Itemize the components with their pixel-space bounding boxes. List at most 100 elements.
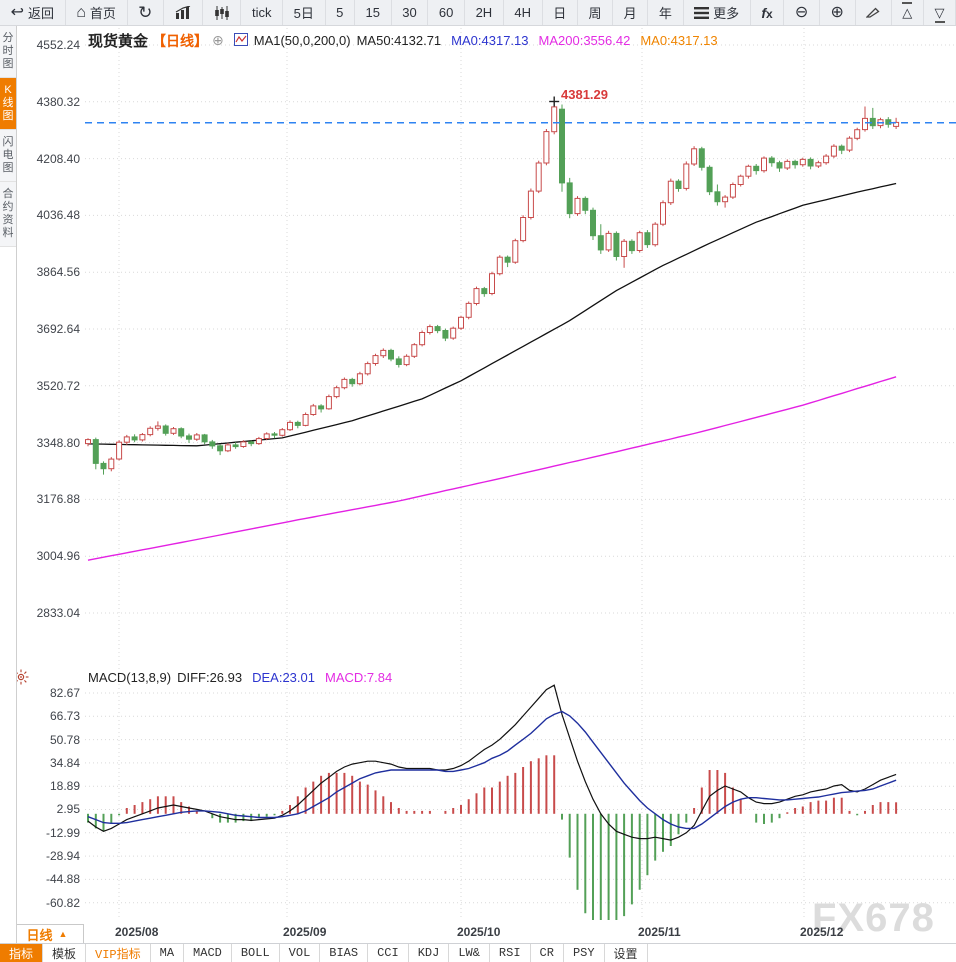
macd-settings-label: MACD(13,8,9) xyxy=(88,670,172,685)
refresh-button[interactable]: ↻ xyxy=(128,0,164,25)
period-selector-label: 日线 xyxy=(26,927,53,943)
macd-axis-tick: -12.99 xyxy=(45,826,80,840)
interval-tick-button[interactable]: tick xyxy=(241,0,284,25)
area-chart-button[interactable] xyxy=(164,0,204,25)
top-toolbar: ↩ 返回 ⌂ 首页 ↻ tick 5日 5 15 30 60 2H 4H 日周月年更多 fx ⊖ ⊕ △ ▽ xyxy=(0,0,956,26)
back-button[interactable]: ↩ 返回 xyxy=(0,0,66,25)
tab-lw[interactable]: LW& xyxy=(449,944,490,962)
fx-icon: fx xyxy=(761,4,773,21)
interval-5d-button[interactable]: 5日 xyxy=(283,0,326,25)
interval-60m-button[interactable]: 60 xyxy=(428,0,465,25)
price-axis-tick: 4380.32 xyxy=(36,95,80,109)
panel-down-button[interactable]: ▽ xyxy=(924,0,956,25)
tab-psy[interactable]: PSY xyxy=(564,944,605,962)
price-axis-tick: 3004.96 xyxy=(36,549,80,563)
ma200-value-label: MA200:3556.42 xyxy=(538,33,631,48)
x-axis-tick: 2025/12 xyxy=(800,925,844,939)
macd-panel-legend: MACD(13,8,9) DIFF:26.93 DEA:23.01 MACD:7… xyxy=(88,670,392,685)
add-indicator-icon[interactable]: ⊕ xyxy=(212,32,224,48)
tab-ma[interactable]: MA xyxy=(151,944,185,962)
price-axis-tick: 3864.56 xyxy=(36,265,80,279)
macd-axis-tick: 2.95 xyxy=(56,802,80,816)
ma50-value-label: MA50:4132.71 xyxy=(356,33,442,48)
period-selector[interactable]: 日线 ▲ xyxy=(10,924,84,944)
tab-bias[interactable]: BIAS xyxy=(320,944,369,962)
price-axis-tick: 4036.48 xyxy=(36,208,80,222)
peak-price-label: 4381.29 xyxy=(561,87,608,102)
price-axis-tick: 2833.04 xyxy=(36,606,80,620)
interval-4h-button[interactable]: 4H xyxy=(504,0,543,25)
price-axis-tick: 3520.72 xyxy=(36,379,80,393)
indicator-tab-bar: 指标 模板 VIP指标 MA MACD BOLL VOL BIAS CCI KDJ LW& RSI CR… xyxy=(0,943,956,962)
macd-axis-tick: 66.73 xyxy=(49,709,80,723)
interval-week-button[interactable]: 周 xyxy=(578,0,614,25)
zoom-out-icon: ⊖ xyxy=(794,3,809,21)
indicator-settings-icon[interactable] xyxy=(233,32,248,49)
candle-icon xyxy=(214,5,230,20)
home-button[interactable]: ⌂ 首页 xyxy=(66,0,128,25)
macd-axis-tick: 50.78 xyxy=(49,733,80,747)
zoom-in-icon: ⊕ xyxy=(830,3,844,21)
sidebar-tab-0[interactable]: 分时图 xyxy=(0,26,16,78)
price-panel-legend: 现货黄金 【日线】 ⊕ MA1(50,0,200,0) MA50:4132.71… xyxy=(88,30,718,51)
x-axis-tick: 2025/08 xyxy=(115,925,159,939)
x-axis-tick: 2025/10 xyxy=(457,925,501,939)
tab-rsi[interactable]: RSI xyxy=(490,944,531,962)
macd-axis-tick: -60.82 xyxy=(45,896,80,910)
period-tag: 【日线】 xyxy=(152,32,209,49)
interval-month-button[interactable]: 月 xyxy=(613,0,649,25)
x-axis-tick: 2025/11 xyxy=(638,925,681,939)
trend-chart-icon xyxy=(175,5,192,20)
tab-boll[interactable]: BOLL xyxy=(232,944,280,962)
back-arrow-icon: ↩ xyxy=(10,3,24,21)
interval-year-button[interactable]: 年 xyxy=(648,0,684,25)
refresh-icon: ↻ xyxy=(138,3,153,22)
panel-up-button[interactable]: △ xyxy=(892,0,924,25)
interval-5m-button[interactable]: 5 xyxy=(326,0,355,25)
tab-vip-indicators[interactable]: VIP指标 xyxy=(86,944,151,962)
sidebar-tab-3[interactable]: 合约资料 xyxy=(0,182,16,247)
panel-up-icon: △ xyxy=(902,2,913,20)
macd-axis-tick: -44.88 xyxy=(45,872,80,886)
macd-axis-tick: 82.67 xyxy=(49,686,80,700)
ma-settings-label: MA1(50,0,200,0) xyxy=(253,33,351,48)
macd-axis-tick: 34.84 xyxy=(49,756,80,770)
x-axis-tick: 2025/09 xyxy=(283,925,327,939)
dea-value-label: DEA:23.01 xyxy=(252,670,315,685)
price-axis-tick: 4552.24 xyxy=(36,38,80,52)
menu-icon xyxy=(694,6,710,19)
tab-macd[interactable]: MACD xyxy=(184,944,232,962)
tab-vol[interactable]: VOL xyxy=(280,944,321,962)
ma0-orange-value-label: MA0:4317.13 xyxy=(640,33,718,48)
interval-15m-button[interactable]: 15 xyxy=(355,0,392,25)
tab-templates[interactable]: 模板 xyxy=(43,944,87,962)
symbol-name: 现货黄金 xyxy=(88,33,149,50)
panel-down-icon: ▽ xyxy=(934,5,945,23)
macd-axis-tick: -28.94 xyxy=(45,849,80,863)
price-axis-tick: 3692.64 xyxy=(36,322,80,336)
interval-30m-button[interactable]: 30 xyxy=(392,0,429,25)
home-icon: ⌂ xyxy=(76,3,86,21)
price-axis-tick: 4208.40 xyxy=(36,152,80,166)
candle-chart-button[interactable] xyxy=(203,0,242,25)
tab-settings[interactable]: 设置 xyxy=(605,944,648,962)
tab-kdj[interactable]: KDJ xyxy=(409,944,450,962)
more-button[interactable]: 更多 xyxy=(684,0,751,25)
tab-cci[interactable]: CCI xyxy=(368,944,409,962)
draw-button[interactable] xyxy=(856,0,892,25)
zoom-out-button[interactable]: ⊖ xyxy=(784,0,820,25)
sidebar-tab-2[interactable]: 闪电图 xyxy=(0,130,16,182)
formula-button[interactable]: fx xyxy=(751,0,785,25)
interval-2h-button[interactable]: 2H xyxy=(465,0,504,25)
period-selector-arrow-icon: ▲ xyxy=(58,929,68,939)
zoom-in-button[interactable]: ⊕ xyxy=(820,0,856,25)
tab-cr[interactable]: CR xyxy=(531,944,564,962)
ma0-blue-value-label: MA0:4317.13 xyxy=(451,33,529,48)
tab-indicators[interactable]: 指标 xyxy=(0,944,44,962)
macd-value-label: MACD:7.84 xyxy=(324,670,393,685)
interval-day-button[interactable]: 日 xyxy=(543,0,578,25)
pencil-icon xyxy=(866,7,881,18)
